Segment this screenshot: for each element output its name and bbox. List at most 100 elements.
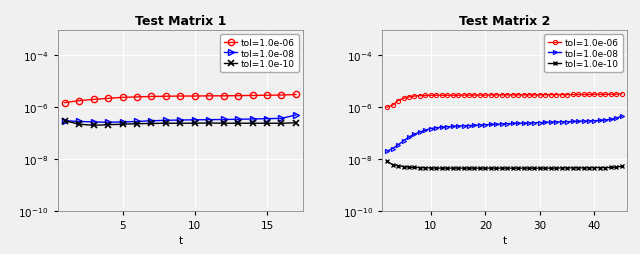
Legend: tol=1.0e-06, tol=1.0e-08, tol=1.0e-10: tol=1.0e-06, tol=1.0e-08, tol=1.0e-10 xyxy=(544,35,623,73)
tol=1.0e-10 xyxy=(148,122,156,125)
tol=1.0e-10 xyxy=(104,124,112,127)
tol=1.0e-08 xyxy=(520,122,527,125)
tol=1.0e-10 xyxy=(585,167,593,170)
tol=1.0e-10 xyxy=(292,122,300,125)
tol=1.0e-08 xyxy=(536,121,544,124)
tol=1.0e-06 xyxy=(278,94,285,97)
tol=1.0e-08 xyxy=(90,121,97,124)
tol=1.0e-06 xyxy=(481,94,489,97)
tol=1.0e-10 xyxy=(618,165,625,168)
tol=1.0e-06 xyxy=(552,94,560,97)
tol=1.0e-06 xyxy=(525,94,533,97)
tol=1.0e-08 xyxy=(405,136,413,139)
tol=1.0e-06 xyxy=(263,94,271,97)
tol=1.0e-08 xyxy=(602,119,609,122)
tol=1.0e-06 xyxy=(133,96,141,99)
tol=1.0e-06 xyxy=(444,94,451,97)
tol=1.0e-06 xyxy=(470,94,478,97)
tol=1.0e-10 xyxy=(574,167,582,170)
tol=1.0e-10 xyxy=(569,167,577,170)
tol=1.0e-10 xyxy=(444,167,451,170)
X-axis label: t: t xyxy=(179,235,182,245)
tol=1.0e-08 xyxy=(383,150,391,153)
tol=1.0e-10 xyxy=(191,122,198,125)
tol=1.0e-06 xyxy=(119,97,127,100)
tol=1.0e-08 xyxy=(411,133,419,136)
tol=1.0e-06 xyxy=(438,94,445,97)
tol=1.0e-06 xyxy=(541,94,549,97)
Title: Test Matrix 1: Test Matrix 1 xyxy=(134,15,226,28)
tol=1.0e-06 xyxy=(612,93,620,96)
tol=1.0e-06 xyxy=(569,93,577,97)
tol=1.0e-10 xyxy=(563,167,571,170)
tol=1.0e-10 xyxy=(61,120,68,123)
tol=1.0e-10 xyxy=(383,160,391,163)
tol=1.0e-08 xyxy=(191,119,198,122)
tol=1.0e-08 xyxy=(574,120,582,123)
tol=1.0e-08 xyxy=(433,127,440,130)
tol=1.0e-06 xyxy=(520,94,527,97)
tol=1.0e-08 xyxy=(104,121,112,124)
tol=1.0e-08 xyxy=(487,123,495,126)
tol=1.0e-06 xyxy=(536,94,544,97)
tol=1.0e-10 xyxy=(541,167,549,170)
tol=1.0e-06 xyxy=(191,95,198,98)
tol=1.0e-10 xyxy=(205,122,213,125)
tol=1.0e-08 xyxy=(531,122,538,125)
tol=1.0e-08 xyxy=(427,128,435,131)
tol=1.0e-06 xyxy=(388,104,396,107)
tol=1.0e-06 xyxy=(563,94,571,97)
tol=1.0e-10 xyxy=(119,123,127,126)
tol=1.0e-06 xyxy=(427,94,435,97)
tol=1.0e-06 xyxy=(476,94,484,97)
tol=1.0e-10 xyxy=(427,167,435,170)
tol=1.0e-06 xyxy=(498,94,506,97)
tol=1.0e-08 xyxy=(465,124,473,128)
Line: tol=1.0e-08: tol=1.0e-08 xyxy=(61,113,299,126)
tol=1.0e-06 xyxy=(454,94,462,97)
tol=1.0e-08 xyxy=(449,125,456,129)
tol=1.0e-10 xyxy=(220,122,228,125)
tol=1.0e-08 xyxy=(416,131,424,134)
tol=1.0e-06 xyxy=(585,93,593,97)
tol=1.0e-06 xyxy=(422,94,429,98)
tol=1.0e-10 xyxy=(405,166,413,169)
tol=1.0e-06 xyxy=(416,95,424,98)
tol=1.0e-10 xyxy=(591,166,598,169)
tol=1.0e-06 xyxy=(607,93,614,97)
tol=1.0e-10 xyxy=(470,167,478,170)
tol=1.0e-06 xyxy=(405,96,413,99)
tol=1.0e-10 xyxy=(234,122,242,125)
tol=1.0e-10 xyxy=(580,167,588,170)
tol=1.0e-08 xyxy=(607,118,614,121)
tol=1.0e-08 xyxy=(492,123,500,126)
tol=1.0e-08 xyxy=(278,117,285,120)
tol=1.0e-10 xyxy=(460,167,467,170)
tol=1.0e-08 xyxy=(547,121,555,124)
tol=1.0e-08 xyxy=(148,120,156,123)
tol=1.0e-10 xyxy=(503,167,511,170)
tol=1.0e-06 xyxy=(487,94,495,97)
tol=1.0e-10 xyxy=(388,164,396,167)
tol=1.0e-10 xyxy=(133,123,141,126)
tol=1.0e-10 xyxy=(177,122,184,125)
tol=1.0e-06 xyxy=(531,94,538,97)
tol=1.0e-06 xyxy=(220,95,228,98)
tol=1.0e-08 xyxy=(220,118,228,121)
tol=1.0e-08 xyxy=(394,144,402,147)
tol=1.0e-10 xyxy=(492,167,500,170)
tol=1.0e-10 xyxy=(552,167,560,170)
tol=1.0e-06 xyxy=(411,95,419,98)
tol=1.0e-06 xyxy=(162,95,170,98)
tol=1.0e-10 xyxy=(438,167,445,170)
Line: tol=1.0e-06: tol=1.0e-06 xyxy=(385,92,624,110)
tol=1.0e-08 xyxy=(388,148,396,151)
tol=1.0e-06 xyxy=(596,93,604,97)
tol=1.0e-06 xyxy=(492,94,500,97)
tol=1.0e-10 xyxy=(536,167,544,170)
tol=1.0e-06 xyxy=(591,93,598,97)
Line: tol=1.0e-06: tol=1.0e-06 xyxy=(61,92,299,106)
tol=1.0e-08 xyxy=(438,126,445,129)
tol=1.0e-08 xyxy=(263,118,271,121)
tol=1.0e-06 xyxy=(465,94,473,97)
